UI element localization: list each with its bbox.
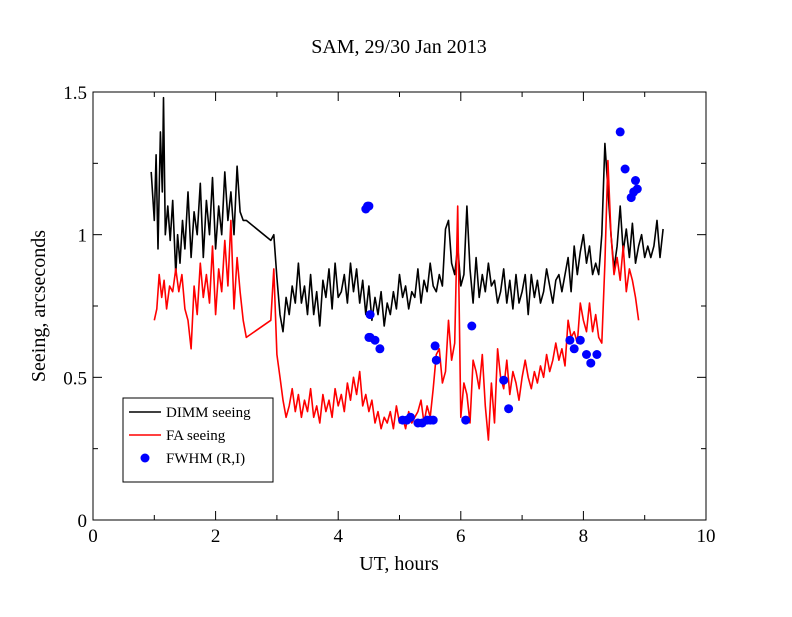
legend: DIMM seeing FA seeing FWHM (R,I)	[122, 397, 274, 483]
data-point-fwhm-r-i	[428, 415, 438, 425]
data-point-fwhm-r-i	[592, 350, 602, 359]
series-line-fa-seeing	[153, 159, 640, 441]
x-tick-label: 8	[579, 526, 589, 547]
data-point-fwhm-r-i	[499, 375, 509, 385]
x-tick-label: 0	[88, 526, 98, 547]
data-point-fwhm-r-i	[370, 335, 380, 345]
data-point-fwhm-r-i	[620, 164, 630, 174]
y-tick-label: 0	[78, 511, 88, 532]
data-point-fwhm-r-i	[575, 335, 585, 345]
legend-label-dimm: DIMM seeing	[166, 405, 251, 421]
data-point-fwhm-r-i	[375, 344, 385, 354]
data-point-fwhm-r-i	[365, 310, 375, 320]
axis-ticks: 0 2 4 6 8 10 0 0.5 1 1.5	[63, 83, 715, 547]
x-tick-label: 2	[211, 526, 221, 547]
data-point-fwhm-r-i	[569, 344, 579, 354]
data-point-fwhm-r-i	[406, 412, 415, 422]
series-line-dimm-seeing	[150, 96, 664, 333]
data-point-fwhm-r-i	[504, 404, 514, 414]
y-tick-label: 1.5	[63, 83, 87, 104]
legend-label-fa: FA seeing	[166, 428, 226, 444]
series-layer	[150, 96, 664, 441]
data-point-fwhm-r-i	[364, 201, 374, 211]
x-tick-label: 6	[456, 526, 466, 547]
data-point-fwhm-r-i	[631, 176, 640, 185]
y-axis-label: Seeing, arcseconds	[28, 230, 50, 382]
data-point-fwhm-r-i	[586, 358, 596, 368]
data-point-fwhm-r-i	[430, 341, 440, 351]
legend-label-fwhm: FWHM (R,I)	[166, 451, 245, 467]
data-point-fwhm-r-i	[565, 335, 575, 345]
y-tick-label: 0.5	[63, 368, 87, 389]
x-tick-label: 4	[333, 526, 343, 547]
data-point-fwhm-r-i	[582, 350, 591, 359]
chart-title: SAM, 29/30 Jan 2013	[311, 36, 487, 58]
x-axis-label: UT, hours	[359, 553, 439, 575]
data-point-fwhm-r-i	[431, 355, 441, 365]
legend-swatch-fwhm	[140, 453, 150, 463]
data-point-fwhm-r-i	[461, 415, 471, 425]
data-point-fwhm-r-i	[467, 321, 477, 331]
y-tick-label: 1	[78, 226, 88, 247]
data-point-fwhm-r-i	[632, 184, 642, 194]
x-tick-label: 10	[697, 526, 716, 547]
data-point-fwhm-r-i	[615, 127, 625, 137]
